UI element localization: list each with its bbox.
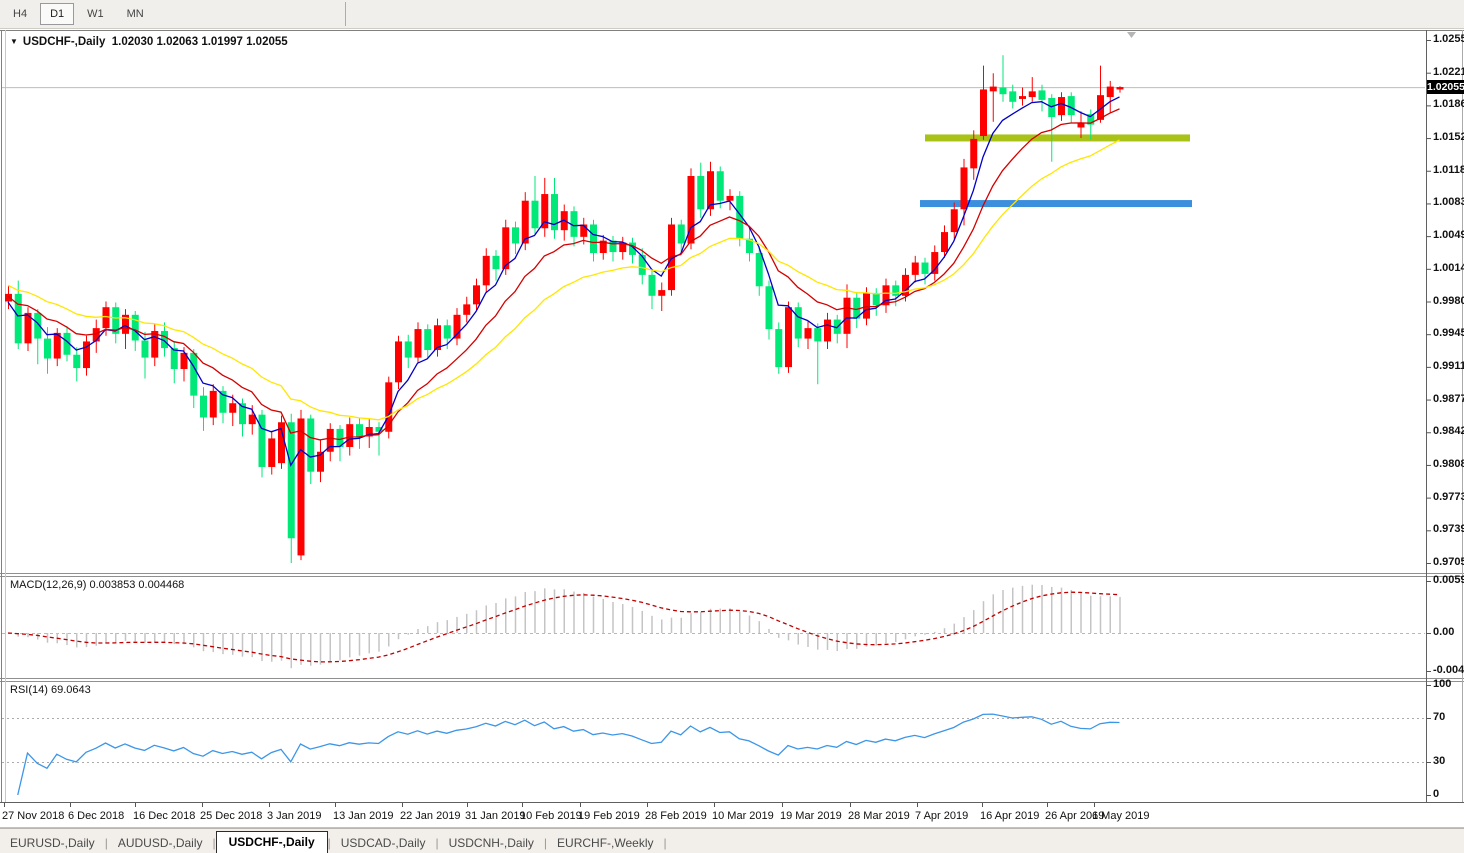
slow-ema-line <box>7 139 1120 421</box>
date-axis-label: 6 Dec 2018 <box>68 810 125 822</box>
tab-separator: | <box>663 836 667 850</box>
rsi-indicator-label: RSI(14) 69.0643 <box>10 684 91 696</box>
rsi-axis-label: 30 <box>1433 755 1446 767</box>
ohlc-low: 1.01997 <box>201 36 243 48</box>
chart-tab-usdchf[interactable]: USDCHF-,Daily <box>215 831 328 853</box>
rsi-axis-label: 70 <box>1433 711 1446 723</box>
macd-histogram <box>17 584 1121 669</box>
macd-axis-label: -0.004243 <box>1433 664 1464 676</box>
date-axis-label: 7 Apr 2019 <box>915 810 969 822</box>
date-axis-label: 16 Dec 2018 <box>133 810 196 822</box>
tab-separator: | <box>212 836 216 850</box>
date-axis-label: 26 Apr 2019 <box>1045 810 1105 822</box>
macd-signal-line <box>7 591 1120 663</box>
price-axis-label: 1.00830 <box>1433 196 1464 209</box>
date-axis-label: 31 Jan 2019 <box>465 810 526 822</box>
date-axis-label: 3 Jan 2019 <box>267 810 322 822</box>
date-axis-label: 6 May 2019 <box>1092 810 1150 822</box>
resistance-zone <box>925 134 1190 142</box>
price-axis-label: 1.01180 <box>1433 163 1464 176</box>
chart-tab-usdcad[interactable]: USDCAD-,Daily <box>340 836 426 850</box>
chart-symbol: USDCHF-,Daily <box>22 36 106 48</box>
date-axis-label: 28 Feb 2019 <box>645 810 707 822</box>
rsi-line <box>17 713 1120 796</box>
date-axis-label: 28 Mar 2019 <box>848 810 910 822</box>
timeframe-button-h4[interactable]: H4 <box>13 8 28 20</box>
macd-axis-label: 0.00 <box>1433 626 1455 638</box>
date-axis-label: 27 Nov 2018 <box>2 810 65 822</box>
price-axis-label: 1.00490 <box>1433 229 1464 242</box>
ohlc-high: 1.02063 <box>156 36 199 48</box>
axis-ticks <box>4 40 1431 807</box>
tab-separator: | <box>327 836 331 850</box>
date-axis-label: 22 Jan 2019 <box>400 810 461 822</box>
chart-title: ▼ USDCHF-,Daily 1.02030 1.02063 1.01997 1… <box>10 36 288 48</box>
macd-values: 0.003853 0.004468 <box>89 579 185 591</box>
chart-tab-audusd[interactable]: AUDUSD-,Daily <box>117 836 203 850</box>
date-axis-label: 10 Mar 2019 <box>712 810 774 822</box>
toolbar-divider <box>345 2 346 26</box>
timeframe-toolbar: H4 D1 W1 MN <box>0 0 1464 29</box>
chart-tab-eurusd[interactable]: EURUSD-,Daily <box>10 836 95 850</box>
macd-indicator-label: MACD(12,26,9) 0.003853 0.004468 <box>10 579 185 591</box>
pane-borders <box>0 30 1464 828</box>
mid-ema-line <box>7 108 1120 441</box>
timeframe-button-d1[interactable]: D1 <box>40 3 75 25</box>
rsi-axis-label: 100 <box>1433 678 1452 690</box>
fast-ema-line <box>7 96 1120 467</box>
candles <box>5 55 1124 563</box>
ohlc-close: 1.02055 <box>246 36 288 48</box>
date-axis-label: 19 Mar 2019 <box>780 810 842 822</box>
price-axis-label: 1.02210 <box>1433 65 1464 78</box>
price-axis-label: 1.01520 <box>1433 131 1464 144</box>
date-axis-label: 13 Jan 2019 <box>333 810 394 822</box>
price-axis-label: 1.01860 <box>1433 98 1464 111</box>
timeframe-button-w1[interactable]: W1 <box>87 8 104 20</box>
chart-shift-marker[interactable] <box>1127 32 1136 38</box>
date-axis-label: 16 Apr 2019 <box>980 810 1040 822</box>
tab-separator: | <box>435 836 439 850</box>
chart-dropdown-icon[interactable]: ▼ <box>10 37 18 46</box>
price-axis-label: 1.02550 <box>1433 33 1464 45</box>
current-price-tag: 1.02055 <box>1427 80 1464 94</box>
rsi-axis-label: 0 <box>1433 788 1440 800</box>
macd-axis-label: 0.00597 <box>1433 574 1464 586</box>
tab-separator: | <box>543 836 548 850</box>
chart-tabs-bar: EURUSD-,Daily | AUDUSD-,Daily | USDCHF-,Dail… <box>0 828 1464 853</box>
timeframe-button-mn[interactable]: MN <box>126 8 144 20</box>
date-axis-label: 10 Feb 2019 <box>520 810 582 822</box>
chart-tab-usdcnh[interactable]: USDCNH-,Daily <box>448 836 534 850</box>
support-zone <box>920 200 1192 208</box>
date-axis-label: 19 Feb 2019 <box>578 810 640 822</box>
ohlc-open: 1.02030 <box>111 36 154 48</box>
chart-tab-eurchf[interactable]: EURCHF-,Weekly <box>557 836 654 850</box>
date-axis-label: 25 Dec 2018 <box>200 810 263 822</box>
tab-separator: | <box>104 836 108 850</box>
price-zones[interactable] <box>920 134 1192 208</box>
rsi-value: 69.0643 <box>50 684 91 696</box>
